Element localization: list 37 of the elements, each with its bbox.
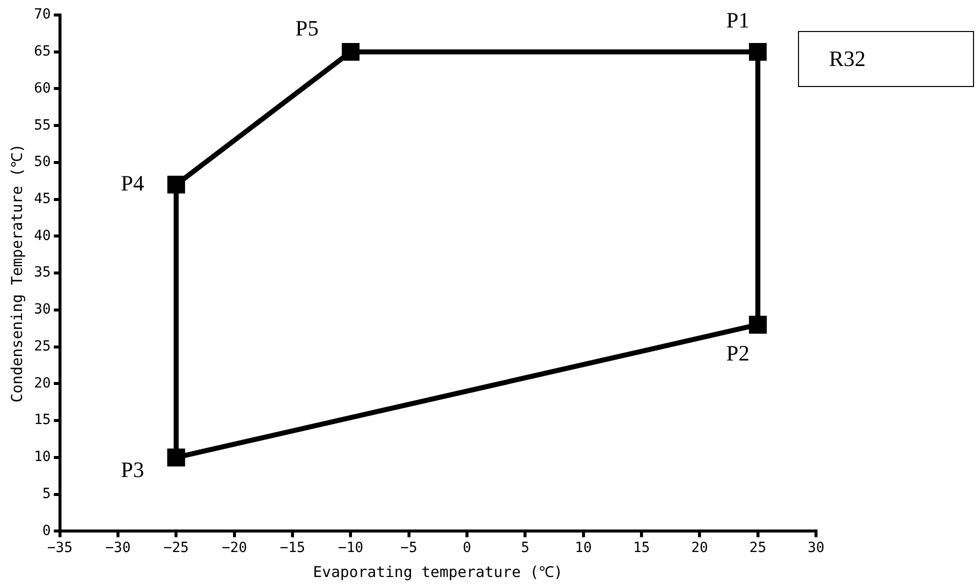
x-tick-label: −30	[105, 540, 131, 556]
y-tick-label: 25	[34, 338, 51, 354]
y-tick-label: 50	[34, 154, 51, 170]
x-tick-label: 30	[808, 540, 824, 556]
x-tick-label: 25	[749, 540, 766, 556]
y-tick-label: 35	[34, 264, 51, 281]
x-tick-label: 20	[691, 540, 708, 556]
y-tick-label: 40	[34, 228, 51, 244]
y-tick-label: 45	[34, 191, 51, 207]
y-tick-label: 20	[34, 375, 51, 392]
x-tick-label: −10	[338, 540, 364, 556]
x-tick-label: −5	[400, 540, 418, 556]
y-tick-label: 70	[34, 6, 51, 23]
y-axis-title: Condensening Temperature (℃)	[8, 144, 26, 403]
y-tick-label: 0	[42, 522, 51, 539]
x-axis-title: Evaporating temperature (℃)	[313, 562, 563, 581]
x-tick-label: 15	[633, 540, 650, 556]
y-tick-label: 65	[34, 44, 51, 60]
y-tick-label: 5	[42, 486, 51, 502]
y-tick-label: 60	[34, 80, 51, 96]
y-tick-label: 30	[34, 302, 51, 318]
x-tick-label: −15	[280, 540, 306, 556]
x-tick-label: 0	[462, 540, 472, 556]
x-tick-label: 5	[520, 540, 530, 556]
annotation: P5	[295, 16, 319, 41]
annotation: P4	[120, 170, 144, 196]
x-tick-label: −20	[222, 540, 247, 556]
annotation: P3	[120, 457, 144, 482]
text: R32	[798, 31, 974, 87]
y-tick-label: 10	[34, 449, 51, 466]
x-tick-label: −25	[164, 540, 189, 556]
annotation: P1	[726, 8, 750, 33]
x-tick-label: 10	[574, 540, 592, 556]
y-tick-label: 55	[34, 117, 51, 134]
x-tick-label: −35	[47, 540, 73, 556]
y-tick-label: 15	[34, 412, 51, 428]
annotation: P2	[726, 340, 750, 366]
